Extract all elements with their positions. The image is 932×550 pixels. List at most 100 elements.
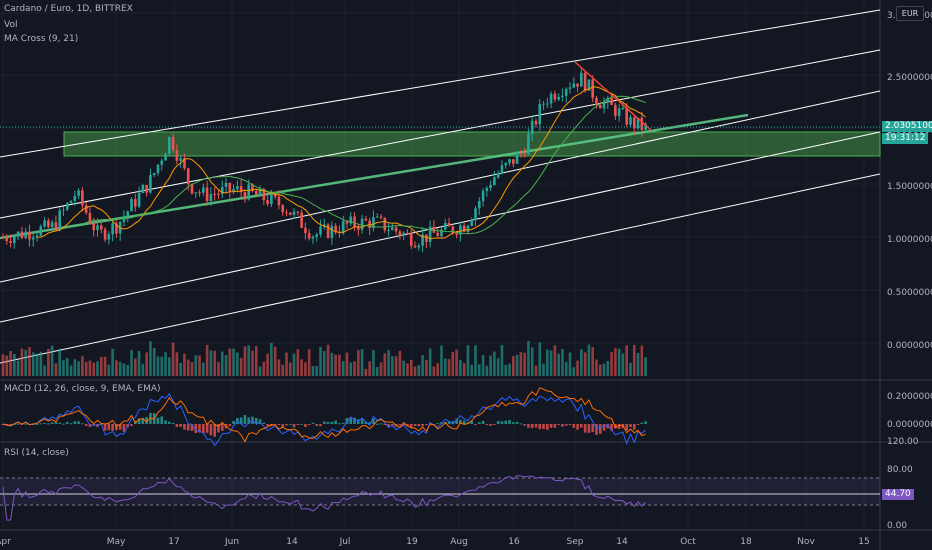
volume-bar — [493, 351, 496, 376]
candle-body — [183, 158, 186, 169]
candle-body — [602, 102, 606, 109]
volume-bar — [527, 340, 530, 376]
candle-body — [462, 225, 466, 232]
macd-histogram-bar — [568, 424, 572, 425]
candle-body — [145, 185, 148, 193]
ma-cross-legend[interactable]: MA Cross (9, 21) — [4, 34, 79, 44]
macd-histogram-bar — [587, 424, 591, 433]
volume-bar — [168, 357, 171, 376]
candle-body — [432, 226, 436, 233]
macd-histogram-bar — [364, 421, 368, 424]
volume-bar — [62, 359, 65, 376]
candle-body — [451, 226, 455, 233]
volume-bar — [92, 362, 96, 376]
macd-histogram-bar — [130, 424, 133, 427]
volume-bar — [564, 362, 568, 376]
volume-bar — [515, 354, 519, 376]
candle-body — [296, 211, 300, 213]
candle-body — [470, 219, 474, 226]
candle-body — [383, 217, 387, 231]
candle-body — [96, 225, 99, 231]
volume-bar — [462, 363, 466, 376]
volume-bar — [341, 361, 345, 376]
candle-body — [126, 211, 130, 217]
macd-histogram-bar — [300, 423, 303, 425]
currency-button[interactable]: EUR — [896, 6, 924, 21]
macd-histogram-bar — [580, 424, 583, 428]
volume-bar — [621, 353, 625, 376]
volume-bar — [534, 365, 538, 376]
macd-histogram-bar — [77, 421, 80, 424]
macd-histogram-bar — [304, 424, 307, 427]
candle-body — [164, 153, 167, 161]
candle-body — [232, 188, 235, 192]
macd-histogram-bar — [632, 424, 636, 430]
volume-bar — [296, 349, 300, 376]
macd-histogram-bar — [421, 424, 424, 427]
candle-body — [406, 232, 409, 234]
volume-bar — [239, 357, 243, 376]
volume-bar — [115, 360, 118, 376]
macd-histogram-bar — [477, 422, 481, 424]
volume-bar — [323, 350, 326, 376]
candle-body — [481, 190, 485, 202]
candle-body — [54, 222, 58, 230]
candle-body — [572, 83, 576, 88]
candle-body — [88, 213, 92, 224]
volume-bar — [175, 352, 179, 376]
candle-body — [323, 224, 326, 227]
macd-histogram-bar — [292, 424, 296, 428]
macd-histogram-bar — [168, 421, 171, 424]
volume-bar — [625, 345, 628, 376]
symbol-title[interactable]: Cardano / Euro, 1D, BITTREX — [4, 4, 133, 14]
volume-bar — [99, 356, 103, 376]
macd-legend[interactable]: MACD (12, 26, close, 9, EMA, EMA) — [4, 384, 161, 394]
candle-body — [614, 104, 617, 117]
macd-histogram-bar — [9, 424, 12, 425]
macd-histogram-bar — [606, 424, 610, 429]
candle-body — [443, 223, 447, 230]
candle-body — [179, 158, 182, 161]
channel-lines[interactable] — [0, 9, 881, 364]
channel-line — [0, 173, 881, 364]
volume-bar — [375, 366, 379, 376]
macd-histogram-bar — [111, 424, 114, 431]
volume-bar — [530, 347, 534, 376]
volume-bar — [311, 366, 315, 376]
volume-bar — [481, 355, 485, 376]
macd-histogram-bar — [500, 421, 504, 424]
volume-bar — [35, 353, 39, 376]
trend-lines[interactable] — [0, 61, 880, 132]
macd-histogram-bar — [164, 420, 167, 424]
volume-bar — [568, 352, 572, 376]
vol-legend[interactable]: Vol — [4, 20, 18, 30]
macd-histogram-bar — [398, 424, 402, 425]
volume-bar — [387, 350, 390, 376]
support-zone[interactable] — [63, 131, 881, 157]
macd-histogram-bar — [489, 424, 492, 426]
macd-line — [2, 393, 646, 447]
volume-bar — [270, 342, 273, 376]
volume-bar — [572, 367, 576, 376]
price-tick-label: 0.50000000 — [887, 288, 932, 298]
candle-body — [508, 159, 511, 163]
time-tick-label: 19 — [406, 537, 418, 547]
macd-histogram-bar — [73, 421, 77, 424]
time-tick-label: 15 — [858, 537, 869, 547]
candle-body — [477, 201, 481, 209]
time-tick-label: Jul — [339, 537, 351, 547]
volume-bar — [77, 361, 80, 376]
candle-body — [28, 231, 31, 240]
volume-bar — [220, 351, 224, 376]
volume-bar — [28, 347, 31, 376]
volume-bar — [194, 355, 198, 376]
candle-body — [292, 211, 296, 215]
candle-body — [372, 217, 375, 229]
macd-histogram-bar — [281, 424, 285, 429]
rsi-legend[interactable]: RSI (14, close) — [4, 448, 69, 458]
macd-histogram-bar — [156, 417, 160, 424]
macd-histogram-bar — [474, 424, 477, 425]
volume-bar — [338, 354, 341, 376]
rsi-value-label: 44.70 — [882, 489, 914, 500]
